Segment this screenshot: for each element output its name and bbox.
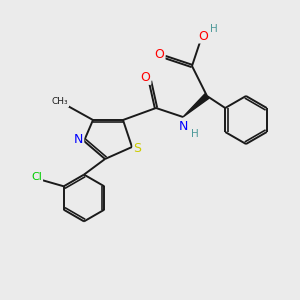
- Text: O: O: [155, 47, 164, 61]
- Text: N: N: [179, 120, 188, 133]
- Text: H: H: [190, 129, 198, 140]
- Text: N: N: [74, 133, 83, 146]
- Text: CH₃: CH₃: [52, 98, 68, 106]
- Text: O: O: [141, 71, 150, 84]
- Polygon shape: [183, 94, 209, 117]
- Text: S: S: [134, 142, 141, 155]
- Text: Cl: Cl: [31, 172, 42, 182]
- Text: O: O: [199, 29, 208, 43]
- Text: H: H: [210, 23, 218, 34]
